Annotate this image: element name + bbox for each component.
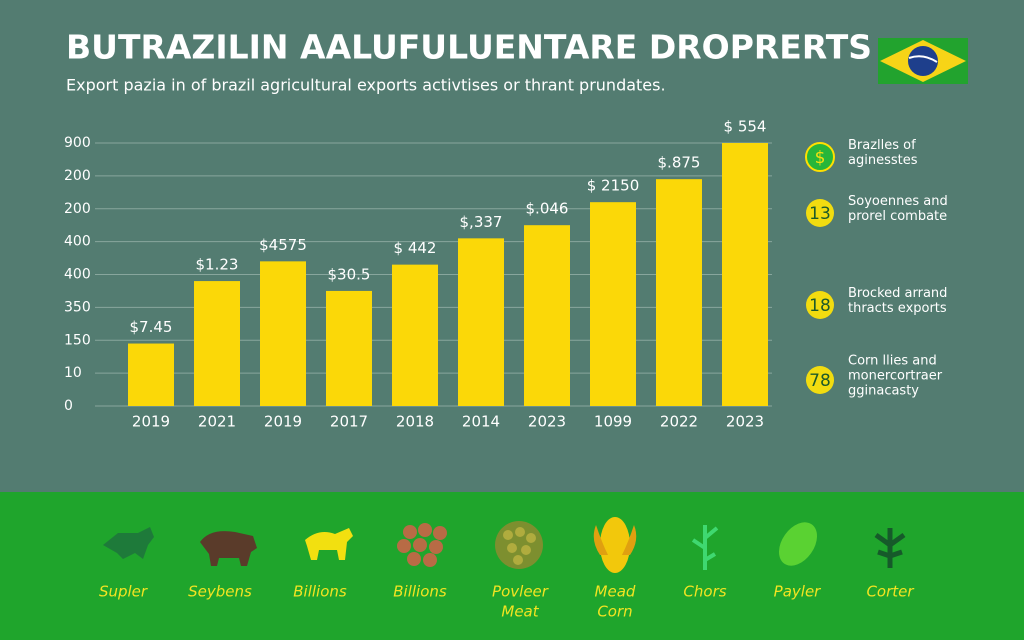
legend-icon-text: $ [815,148,826,168]
bar-annotation: $30.5 [328,265,371,283]
x-tick-label: 2019 [264,413,302,431]
x-tick-label: 2014 [462,413,500,431]
legend-icon [806,291,834,319]
legend-icon-text: 18 [809,296,831,316]
bar-annotation: $ 442 [394,239,437,257]
bar [524,225,570,406]
legend-text: gginacasty [848,384,919,399]
product-label: Corter [866,583,914,601]
y-tick-label: 0 [64,398,73,414]
bar [128,343,174,406]
bar-annotation: $.046 [526,200,569,218]
y-tick-label: 200 [64,201,91,217]
legend-text: Corn llies and [848,354,937,369]
product-label: Meat [501,603,539,621]
bar-annotation: $.875 [658,154,701,172]
bar-annotation: $7.45 [130,318,173,336]
bar [392,264,438,406]
icons [103,517,906,573]
legend-text: thracts exports [848,301,947,316]
legend-text: monercortraer [848,369,943,384]
x-tick-label: 1099 [594,413,632,431]
product-label: Corn [597,603,632,621]
y-tick-label: 350 [64,299,91,315]
product-label: Chors [683,583,726,601]
x-tick-label: 2023 [726,413,764,431]
bar-annotation: $4575 [259,236,307,254]
legend-text: prorel combate [848,209,947,224]
product-label: Billions [393,583,447,601]
x-tick-label: 2017 [330,413,368,431]
legend-text: Brocked arrand [848,286,947,301]
y-tick-label: 200 [64,168,91,184]
product-label: Mead [595,583,636,601]
bar [326,290,372,406]
subtitle: Export pazia in of brazil agricultural e… [66,76,666,95]
bar-annotation: $ 554 [724,118,767,136]
legend-text: aginesstes [848,153,918,168]
legend-text: Soyoennes and [848,194,948,209]
x-tick-label: 2023 [528,413,566,431]
background [0,0,1024,492]
bar [260,261,306,406]
x-tick-label: 2021 [198,413,236,431]
y-tick-label: 150 [64,332,91,348]
product-label: Payler [774,583,822,601]
legend-icon [805,142,835,172]
bar [722,143,768,406]
y-tick-label: 10 [64,365,82,381]
flag [878,38,968,84]
y-tick-label: 900 [64,135,91,151]
product-label: Supler [99,583,148,601]
product-label: Seybens [188,583,252,601]
x-tick-label: 2019 [132,413,170,431]
legend-icon [806,366,834,394]
y-tick-label: 400 [64,234,91,250]
bar [458,238,504,406]
chart-title: BUTRAZILIN AALUFULUENTARE DROPRERTS [66,28,872,67]
x-tick-label: 2022 [660,413,698,431]
bar [194,281,240,406]
bar [656,179,702,406]
bar-annotation: $,337 [460,213,503,231]
bar-annotation: $1.23 [196,256,239,274]
legend-icon [806,199,834,227]
x-tick-label: 2018 [396,413,434,431]
y-tick-label: 400 [64,267,91,283]
bar [590,202,636,406]
legend-icon-text: 78 [809,371,831,391]
product-label: Povleer [492,583,549,601]
product-label: Billions [293,583,347,601]
legend-icon-text: 13 [809,204,831,224]
bar-annotation: $ 2150 [587,177,640,195]
legend-text: Brazlles of [848,138,916,153]
